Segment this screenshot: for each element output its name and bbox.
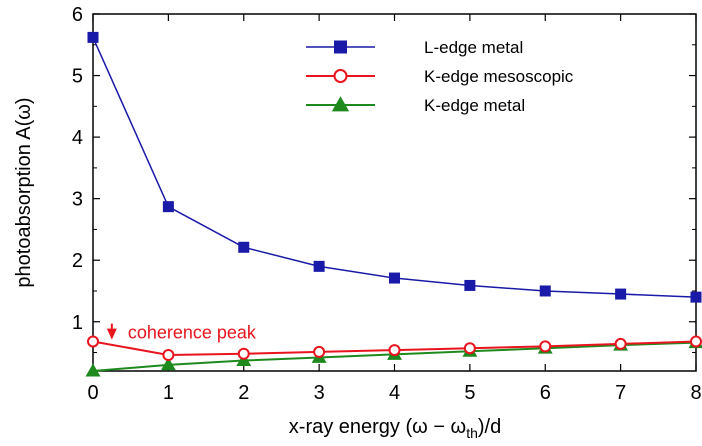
y-tick-label: 4 bbox=[72, 127, 83, 149]
data-point bbox=[87, 31, 99, 43]
series-layer bbox=[85, 31, 702, 377]
x-tick-label: 8 bbox=[690, 382, 701, 404]
x-axis-label-subscript: th bbox=[466, 425, 478, 441]
data-point bbox=[313, 260, 325, 272]
data-point bbox=[87, 335, 99, 348]
x-tick-label: 6 bbox=[540, 382, 551, 404]
plot-frame bbox=[92, 13, 697, 372]
y-tick-label: 2 bbox=[72, 250, 83, 272]
data-point bbox=[464, 279, 476, 291]
data-point bbox=[313, 345, 326, 358]
y-tick-label: 5 bbox=[72, 66, 83, 88]
x-tick-label: 5 bbox=[464, 382, 475, 404]
data-point bbox=[160, 357, 176, 371]
data-point bbox=[463, 342, 476, 355]
series-line bbox=[92, 37, 697, 298]
x-tick-label: 0 bbox=[87, 382, 98, 404]
x-tick-label: 1 bbox=[163, 382, 174, 404]
legend-entry: K-edge metal bbox=[306, 96, 525, 115]
y-tick-label: 6 bbox=[72, 4, 83, 26]
data-point bbox=[539, 340, 552, 353]
coherence-peak-annotation: coherence peak bbox=[106, 323, 257, 343]
series-k-edge-mesoscopic bbox=[87, 335, 702, 361]
data-point bbox=[162, 201, 174, 213]
data-point bbox=[388, 344, 401, 357]
legend-marker bbox=[333, 69, 348, 83]
y-tick-label: 3 bbox=[72, 189, 83, 211]
axis-ticks: 0 1 2 3 4 5 6 7 8 1 2 3 4 5 6 bbox=[72, 4, 702, 404]
data-point bbox=[614, 337, 627, 350]
data-point bbox=[539, 285, 551, 297]
data-point bbox=[389, 272, 400, 284]
data-point bbox=[238, 241, 250, 253]
legend-label: K-edge metal bbox=[424, 96, 525, 115]
coherence-peak-label: coherence peak bbox=[128, 323, 257, 343]
x-tick-label: 4 bbox=[389, 382, 400, 404]
legend-label: L-edge metal bbox=[424, 38, 523, 57]
x-axis-label-tail: )/d bbox=[478, 416, 501, 438]
y-axis-label: photoabsorption A(ω) bbox=[13, 97, 35, 287]
x-tick-label: 3 bbox=[314, 382, 325, 404]
data-point bbox=[615, 288, 627, 300]
data-point bbox=[237, 347, 250, 360]
legend-marker bbox=[331, 96, 350, 112]
legend-label: K-edge mesoscopic bbox=[424, 67, 574, 86]
coherence-peak-arrowhead bbox=[106, 328, 117, 340]
data-point bbox=[85, 363, 101, 377]
data-point bbox=[690, 291, 702, 303]
data-point bbox=[162, 348, 175, 361]
x-axis-label-main: x-ray energy (ω − ω bbox=[289, 416, 466, 438]
x-axis-label: x-ray energy (ω − ωth)/d bbox=[289, 416, 501, 441]
y-tick-label: 1 bbox=[72, 312, 83, 334]
x-tick-label: 7 bbox=[615, 382, 626, 404]
series-l-edge-metal bbox=[87, 31, 702, 303]
x-tick-label: 2 bbox=[238, 382, 249, 404]
legend-entry: L-edge metal bbox=[306, 38, 523, 57]
data-point bbox=[690, 335, 702, 348]
legend: L-edge metal K-edge mesoscopic K-edge meta… bbox=[306, 38, 574, 115]
legend-entry: K-edge mesoscopic bbox=[306, 67, 574, 86]
legend-marker bbox=[334, 40, 347, 54]
